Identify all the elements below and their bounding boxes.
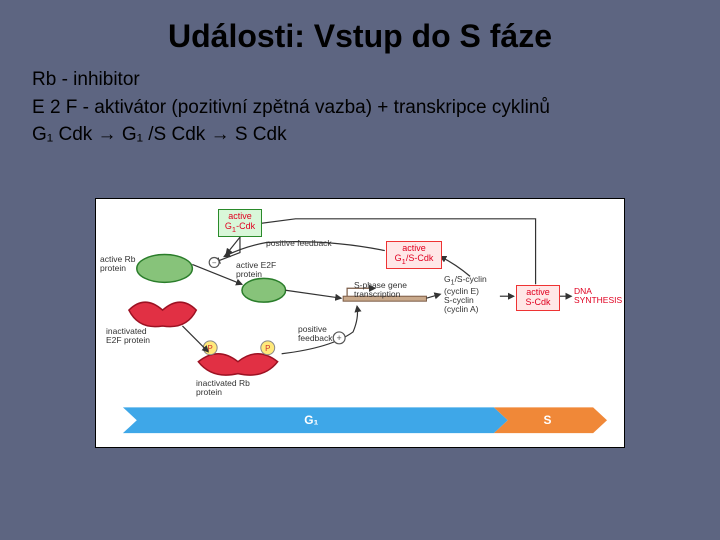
text-block: Rb - inhibitor E 2 F - aktivátor (poziti… [0,67,720,148]
label-active-rb: active Rbprotein [100,255,135,273]
diagram-svg: G₁ S P P − [96,199,624,447]
line-rb: Rb - inhibitor [32,67,688,93]
phase-bar: G₁ S [123,407,607,433]
diagram: G₁ S P P − [95,198,625,448]
svg-text:G₁: G₁ [304,413,318,427]
label-active-g1cdk: activeG1-Cdk [218,209,262,237]
svg-text:P: P [265,344,270,353]
label-active-g1s-cdk: activeG1/S-Cdk [386,241,442,269]
line-e2f: E 2 F - aktivátor (pozitivní zpětná vazb… [32,95,688,121]
svg-text:S: S [544,413,552,427]
line-cdk: G₁ Cdk → G₁ /S Cdk → S Cdk [32,122,688,148]
slide-title: Události: Vstup do S fáze [0,0,720,67]
svg-text:+: + [337,333,342,343]
label-sphase-gene: S-phase genetranscription [354,281,407,299]
active-rb-e2f-complex [137,254,193,282]
label-inactivated-rb: inactivated Rbprotein [196,379,250,397]
inactivated-e2f-shape [129,302,196,326]
label-active-scdk: activeS-Cdk [516,285,560,311]
active-e2f-shape [242,278,286,302]
svg-text:−: − [212,258,217,267]
label-pos-fb2: positivefeedback [298,325,333,343]
label-inactivated-e2f: inactivatedE2F protein [106,327,150,345]
label-pos-fb: positive feedback [266,239,332,248]
label-cyclins: G1/S-cyclin(cyclin E)S-cyclin(cyclin A) [444,275,487,314]
label-active-e2f: active E2Fprotein [236,261,276,279]
label-dna-synthesis: DNASYNTHESIS [574,287,622,305]
inactivated-rb-shape: P P [198,341,277,375]
